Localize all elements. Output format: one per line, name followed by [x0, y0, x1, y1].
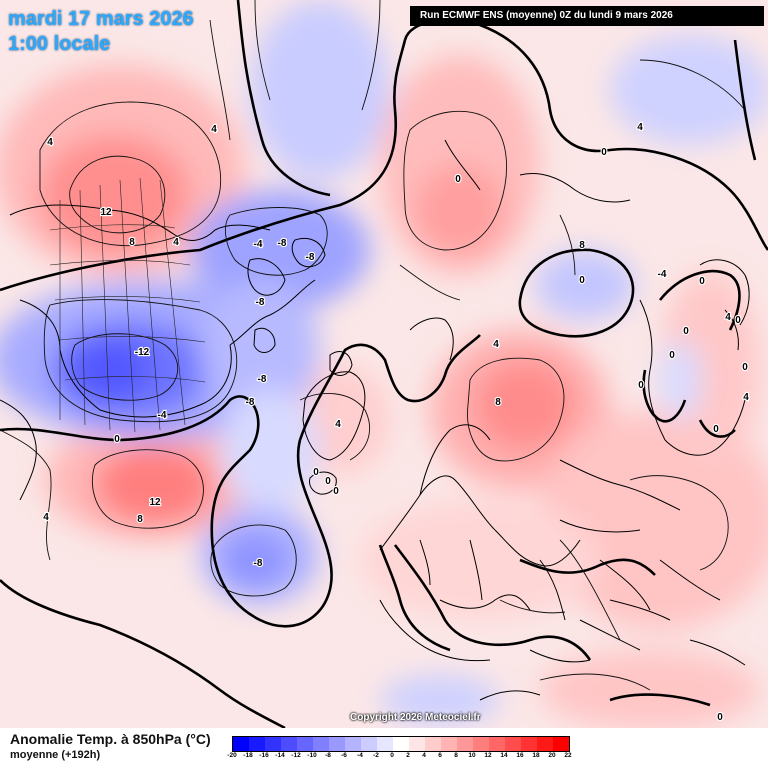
colorbar-cell [281, 737, 297, 751]
contour-label: 0 [735, 315, 741, 326]
contour-label: 12 [100, 207, 112, 218]
colorbar-cell [537, 737, 553, 751]
colorbar-cell [441, 737, 457, 751]
coastlines [0, 139, 750, 701]
isotherm-contours [0, 0, 746, 691]
colorbar-cell [361, 737, 377, 751]
contour-label: 8 [129, 237, 135, 248]
copyright: Copyright 2026 Meteociel.fr [350, 712, 481, 723]
contour-label: 0 [683, 326, 689, 337]
contour-label: 0 [638, 380, 644, 391]
colorbar-cell [553, 737, 569, 751]
contour-label: -8 [306, 252, 315, 263]
contour-label: 12 [149, 497, 161, 508]
colorbar-cell [489, 737, 505, 751]
contour-label: 4 [493, 339, 499, 350]
colorbar-cell [521, 737, 537, 751]
contour-label: 4 [47, 137, 53, 148]
colorbar-tick: -16 [259, 752, 269, 759]
colorbar-tick: 6 [438, 752, 442, 759]
contour-label: 0 [669, 350, 675, 361]
run-info: Run ECMWF ENS (moyenne) 0Z du lundi 9 ma… [410, 6, 764, 26]
contour-label: -8 [278, 238, 287, 249]
contour-label: 4 [43, 512, 49, 523]
colorbar-tick: 16 [516, 752, 524, 759]
contour-label: 8 [579, 240, 585, 251]
colorbar-tick: -12 [291, 752, 301, 759]
contour-label: 0 [114, 434, 120, 445]
contour-label: 4 [725, 312, 731, 323]
colorbar-tick: -20 [227, 752, 237, 759]
contour-label: 0 [579, 275, 585, 286]
colorbar-tick: -18 [243, 752, 253, 759]
colorbar-cell [329, 737, 345, 751]
colorbar-cell [377, 737, 393, 751]
forecast-time: 1:00 locale [8, 33, 111, 55]
colorbar-tick: 20 [548, 752, 556, 759]
contour-label: 4 [173, 237, 179, 248]
colorbar-cell [249, 737, 265, 751]
colorbar-cell [393, 737, 409, 751]
colorbar-tick: -6 [341, 752, 347, 759]
colorbar-tick: 10 [468, 752, 476, 759]
colorbar-tick: 22 [564, 752, 572, 759]
colorbar-cell [425, 737, 441, 751]
contour-label: -4 [254, 239, 263, 250]
colorbar-tick: -10 [307, 752, 317, 759]
graticule [49, 177, 206, 433]
colorbar-cell [457, 737, 473, 751]
contour-label: -4 [158, 410, 167, 421]
contour-label: -12 [135, 347, 150, 358]
contour-label: 0 [455, 174, 461, 185]
colorbar-cell [345, 737, 361, 751]
contour-label: 4 [335, 419, 341, 430]
contour-label: 0 [742, 362, 748, 373]
contour-label: 8 [137, 514, 143, 525]
colorbar-cell [297, 737, 313, 751]
colorbar-ticks: -20 -18 -16 -14 -12 -10 -8 -6 -4 -2 0 2 4 6 8 10 12 14 16 1… [227, 752, 571, 764]
colorbar-tick: -4 [357, 752, 363, 759]
legend-subtitle: moyenne (+192h) [10, 749, 101, 761]
colorbar-cell [233, 737, 249, 751]
contour-label: 8 [495, 397, 501, 408]
contour-label: -8 [246, 397, 255, 408]
contour-label: -8 [256, 297, 265, 308]
colorbar-tick: 18 [532, 752, 540, 759]
colorbar-tick: 0 [390, 752, 394, 759]
colorbar [232, 736, 570, 752]
colorbar-tick: 8 [454, 752, 458, 759]
contour-label: -4 [658, 269, 667, 280]
contour-label: 0 [717, 712, 723, 723]
forecast-date: mardi 17 mars 2026 [8, 8, 194, 30]
colorbar-tick: 12 [484, 752, 492, 759]
colorbar-cell [409, 737, 425, 751]
contour-label: -8 [254, 558, 263, 569]
contour-label: 0 [713, 424, 719, 435]
colorbar-tick: -8 [325, 752, 331, 759]
contour-label: 0 [699, 276, 705, 287]
colorbar-cell [505, 737, 521, 751]
contour-label: 0 [333, 486, 339, 497]
colorbar-tick: 2 [406, 752, 410, 759]
contour-label: 0 [601, 147, 607, 158]
contour-label: 0 [325, 476, 331, 487]
contour-label: 0 [313, 467, 319, 478]
colorbar-tick: -14 [275, 752, 285, 759]
legend-title: Anomalie Temp. à 850hPa (°C) [10, 731, 211, 747]
colorbar-cell [265, 737, 281, 751]
contour-label: 4 [743, 392, 749, 403]
anomaly-shading [0, 0, 768, 728]
colorbar-tick: -2 [373, 752, 379, 759]
colorbar-tick: 4 [422, 752, 426, 759]
colorbar-cell [313, 737, 329, 751]
contour-label: -8 [258, 374, 267, 385]
colorbar-cell [473, 737, 489, 751]
contour-label: 4 [637, 122, 643, 133]
contour-label: 4 [211, 124, 217, 135]
colorbar-tick: 14 [500, 752, 508, 759]
